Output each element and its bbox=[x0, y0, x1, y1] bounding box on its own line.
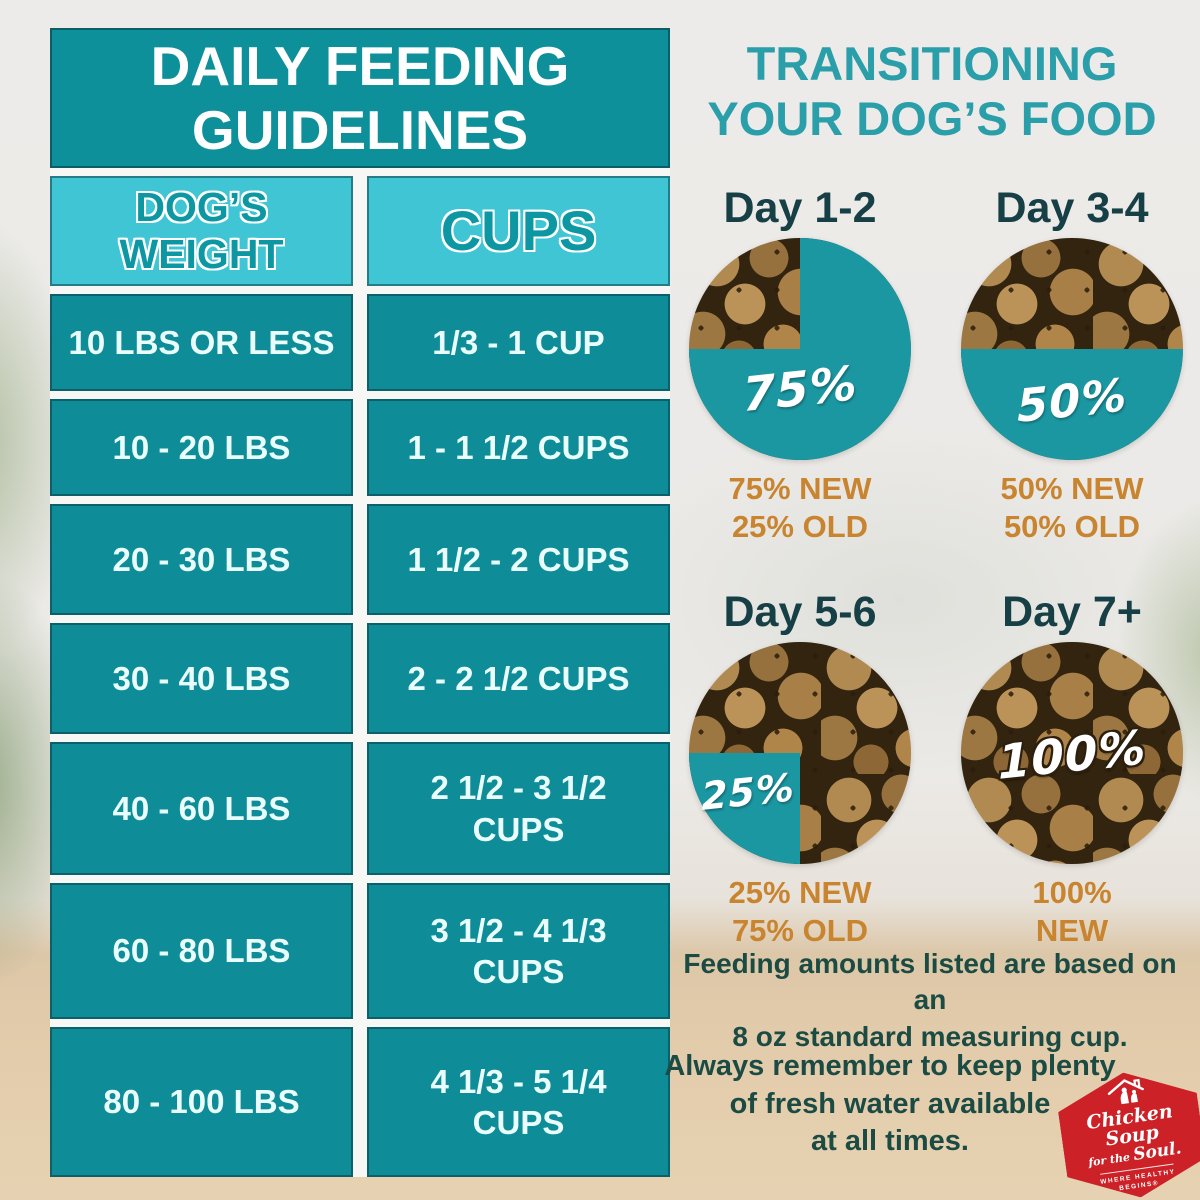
table-row: 30 - 40 LBS 2 - 2 1/2 CUPS bbox=[50, 623, 670, 734]
table-title: DAILY FEEDING GUIDELINES bbox=[50, 28, 670, 168]
cups-cell: 1 - 1 1/2 CUPS bbox=[367, 399, 670, 496]
table-row: 60 - 80 LBS 3 1/2 - 4 1/3 CUPS bbox=[50, 883, 670, 1019]
cups-cell: 3 1/2 - 4 1/3 CUPS bbox=[367, 883, 670, 1019]
table-row: 20 - 30 LBS 1 1/2 - 2 CUPS bbox=[50, 504, 670, 615]
cups-cell: 1 1/2 - 2 CUPS bbox=[367, 504, 670, 615]
footnote-line: 8 oz standard measuring cup. bbox=[732, 1020, 1128, 1052]
day-7-plus-group: Day 7+ 100% 100% NEW bbox=[944, 586, 1200, 950]
mix-ratio-note: 75% NEW 25% OLD bbox=[672, 470, 928, 546]
brand-prefix: for the bbox=[1087, 1149, 1135, 1170]
day-5-6-pie-chart: 25% bbox=[689, 642, 911, 864]
note-old: 75% OLD bbox=[731, 912, 869, 948]
footnote-line: Always remember to keep plenty bbox=[664, 1050, 1116, 1082]
header-weight-line1: DOG’S bbox=[135, 183, 268, 230]
transition-title: TRANSITIONING YOUR DOG’S FOOD bbox=[672, 36, 1192, 147]
footnote-line: of fresh water available bbox=[729, 1087, 1051, 1120]
note-new: 75% NEW bbox=[728, 471, 872, 506]
logo-badge: Chicken Soup for the Soul. WHERE HEALTHY… bbox=[1054, 1063, 1200, 1200]
note-old: 50% OLD bbox=[1003, 508, 1141, 544]
column-header-cups: CUPS bbox=[367, 176, 670, 286]
table-row: 10 LBS OR LESS 1/3 - 1 CUP bbox=[50, 294, 670, 391]
note-new: 50% NEW bbox=[1000, 471, 1144, 506]
footnote-line: Feeding amounts listed are based on an bbox=[683, 948, 1177, 1016]
day-1-2-title: Day 1-2 bbox=[723, 184, 877, 232]
note-new: 25% NEW bbox=[728, 875, 872, 910]
daily-feeding-guidelines-table: DAILY FEEDING GUIDELINES DOG’S WEIGHT CU… bbox=[50, 28, 670, 1177]
cups-cell: 4 1/3 - 5 1/4 CUPS bbox=[367, 1027, 670, 1177]
measuring-cup-footnote: Feeding amounts listed are based on an 8… bbox=[665, 946, 1195, 1055]
day-1-2-group: Day 1-2 75% 75% NEW 25% OLD bbox=[672, 182, 928, 546]
new-food-kibble-photo bbox=[961, 642, 1183, 864]
table-header-row: DOG’S WEIGHT CUPS bbox=[50, 176, 670, 286]
chicken-soup-for-the-soul-logo: Chicken Soup for the Soul. WHERE HEALTHY… bbox=[1054, 1063, 1200, 1200]
dog-cat-house-icon bbox=[1103, 1076, 1148, 1108]
table-row: 10 - 20 LBS 1 - 1 1/2 CUPS bbox=[50, 399, 670, 496]
day-5-6-title: Day 5-6 bbox=[723, 588, 877, 636]
table-row: 80 - 100 LBS 4 1/3 - 5 1/4 CUPS bbox=[50, 1027, 670, 1177]
cups-cell: 1/3 - 1 CUP bbox=[367, 294, 670, 391]
day-5-6-group: Day 5-6 25% 25% NEW 75% OLD bbox=[672, 586, 928, 950]
new-food-slice-25 bbox=[689, 642, 911, 864]
note-old: NEW bbox=[1035, 912, 1109, 948]
new-food-slice-50 bbox=[961, 238, 1183, 460]
new-food-slice-75 bbox=[689, 238, 911, 460]
transition-title-line1: TRANSITIONING bbox=[746, 37, 1118, 90]
mix-ratio-note: 50% NEW 50% OLD bbox=[944, 470, 1200, 546]
table-title-line2: GUIDELINES bbox=[191, 99, 529, 161]
weight-cell: 10 - 20 LBS bbox=[50, 399, 353, 496]
day-3-4-title: Day 3-4 bbox=[995, 184, 1149, 232]
day-7-plus-pie-chart: 100% bbox=[961, 642, 1183, 864]
day-3-4-pie-chart: 50% bbox=[961, 238, 1183, 460]
note-new: 100% bbox=[1032, 875, 1112, 910]
day-1-2-pie-chart: 75% bbox=[689, 238, 911, 460]
footnote-line: at all times. bbox=[811, 1125, 969, 1158]
day-3-4-group: Day 3-4 50% 50% NEW 50% OLD bbox=[944, 182, 1200, 546]
table-row: 40 - 60 LBS 2 1/2 - 3 1/2 CUPS bbox=[50, 742, 670, 875]
column-header-dogs-weight: DOG’S WEIGHT bbox=[50, 176, 353, 286]
table-title-line1: DAILY FEEDING bbox=[150, 34, 570, 97]
weight-cell: 30 - 40 LBS bbox=[50, 623, 353, 734]
transition-title-line2: YOUR DOG’S FOOD bbox=[707, 92, 1157, 146]
logo-tagline: WHERE HEALTHY BEGINS® bbox=[1099, 1167, 1176, 1193]
weight-cell: 40 - 60 LBS bbox=[50, 742, 353, 875]
cups-cell: 2 1/2 - 3 1/2 CUPS bbox=[367, 742, 670, 875]
mix-ratio-note: 100% NEW bbox=[944, 874, 1200, 950]
day-7-plus-title: Day 7+ bbox=[1002, 588, 1142, 636]
weight-cell: 60 - 80 LBS bbox=[50, 883, 353, 1019]
cups-cell: 2 - 2 1/2 CUPS bbox=[367, 623, 670, 734]
weight-cell: 10 LBS OR LESS bbox=[50, 294, 353, 391]
header-weight-line2: WEIGHT bbox=[119, 231, 284, 277]
weight-cell: 80 - 100 LBS bbox=[50, 1027, 353, 1177]
fresh-water-footnote: Always remember to keep plenty of fresh … bbox=[650, 1048, 1130, 1161]
weight-cell: 20 - 30 LBS bbox=[50, 504, 353, 615]
note-old: 25% OLD bbox=[731, 508, 869, 544]
mix-ratio-note: 25% NEW 75% OLD bbox=[672, 874, 928, 950]
